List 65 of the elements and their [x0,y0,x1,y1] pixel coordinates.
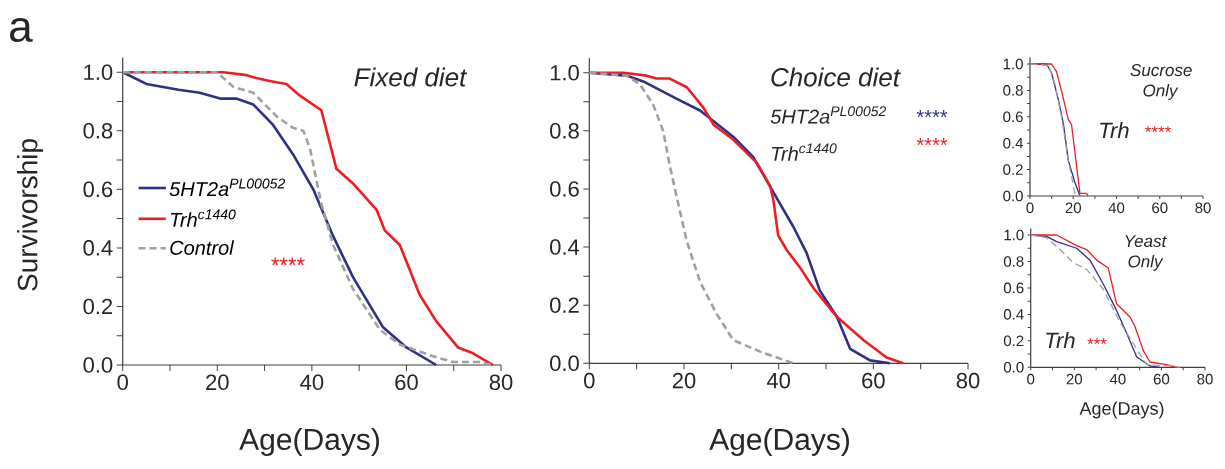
y-tick-label: 0.8 [1003,85,1023,96]
x-tick-label: 40 [300,374,324,391]
y-tick-label: 0.6 [1003,111,1023,123]
y-tick-label: 0.4 [1003,137,1024,149]
y-tick-label: 0.2 [550,297,579,313]
y-tick-label: 0.0 [1003,190,1023,202]
y-tick-label: 1.0 [84,64,113,81]
y-tick-label: 0.6 [1003,282,1024,294]
annotation: **** [1145,126,1171,133]
y-tick-label: 1.0 [550,64,579,81]
y-tick-label: 0.8 [83,122,113,139]
x-tick-label: 80 [1195,202,1211,214]
x-tick-label: 20 [1065,202,1082,214]
x-axis-title: Age(Days) [239,428,379,456]
x-tick-label: 80 [1197,373,1213,385]
legend-label: Control [170,240,235,255]
x-tick-label: 40 [1108,202,1125,214]
y-tick-label: 0.4 [83,240,113,256]
y-tick-label: 0.2 [1003,335,1024,347]
chart-title: Choice diet [771,67,901,87]
annotation: **** [916,138,948,146]
x-tick-label: 20 [206,374,229,391]
x-tick-label: 0 [117,374,128,391]
x-tick-label: 20 [1066,373,1083,385]
x-tick-label: 40 [766,372,791,389]
y-tick-label: 0.6 [550,181,579,197]
y-tick-label: 1.0 [1004,229,1024,241]
x-axis-title: Age(Days) [709,428,849,456]
legend-label: Trh$^{c1440}$ [170,209,236,227]
x-tick-label: 20 [672,372,696,389]
y-tick-label: 0.8 [1003,256,1024,267]
legend-label: 5HT2a$^{PL00052}$ [169,178,286,197]
y-tick-label: 0.2 [1003,164,1023,175]
y-tick-label: 0.8 [550,123,579,139]
x-tick-label: 80 [956,372,980,389]
x-tick-label: 0 [1027,373,1035,385]
annotation: **** [271,257,305,266]
y-axis-title: Survivorship [16,139,44,291]
x-tick-label: 60 [1152,202,1168,214]
text: Sucrose Only [1130,64,1192,100]
annotation: **** [916,110,948,118]
y-tick-label: 0.2 [83,298,113,315]
y-tick-label: 0.4 [1003,309,1024,320]
x-tick-label: 80 [489,374,513,391]
text: a [10,17,33,43]
text: Yeast Only [1125,235,1167,271]
y-tick-label: 0.0 [1003,361,1024,373]
y-tick-label: 0.6 [83,181,113,198]
annotation: 5HT2a$^{PL00052}$ [770,106,887,124]
x-tick-label: 60 [1153,373,1170,385]
y-tick-label: 0.4 [550,239,580,255]
chart-title: Fixed diet [354,67,468,87]
x-tick-label: 0 [584,372,595,389]
annotation: Trh$^{c1440}$ [772,143,837,161]
x-tick-label: 0 [1026,202,1034,214]
annotation: Trh [1100,122,1129,138]
y-tick-label: 0.0 [550,355,579,372]
x-tick-label: 60 [862,372,885,389]
x-tick-label: 40 [1109,373,1126,385]
annotation: Trh [1046,332,1075,348]
annotation: *** [1087,338,1107,345]
x-axis-title: Age(Days) [1079,401,1164,419]
y-tick-label: 0.0 [83,357,113,373]
y-tick-label: 1.0 [1003,58,1023,70]
x-tick-label: 60 [395,374,418,391]
